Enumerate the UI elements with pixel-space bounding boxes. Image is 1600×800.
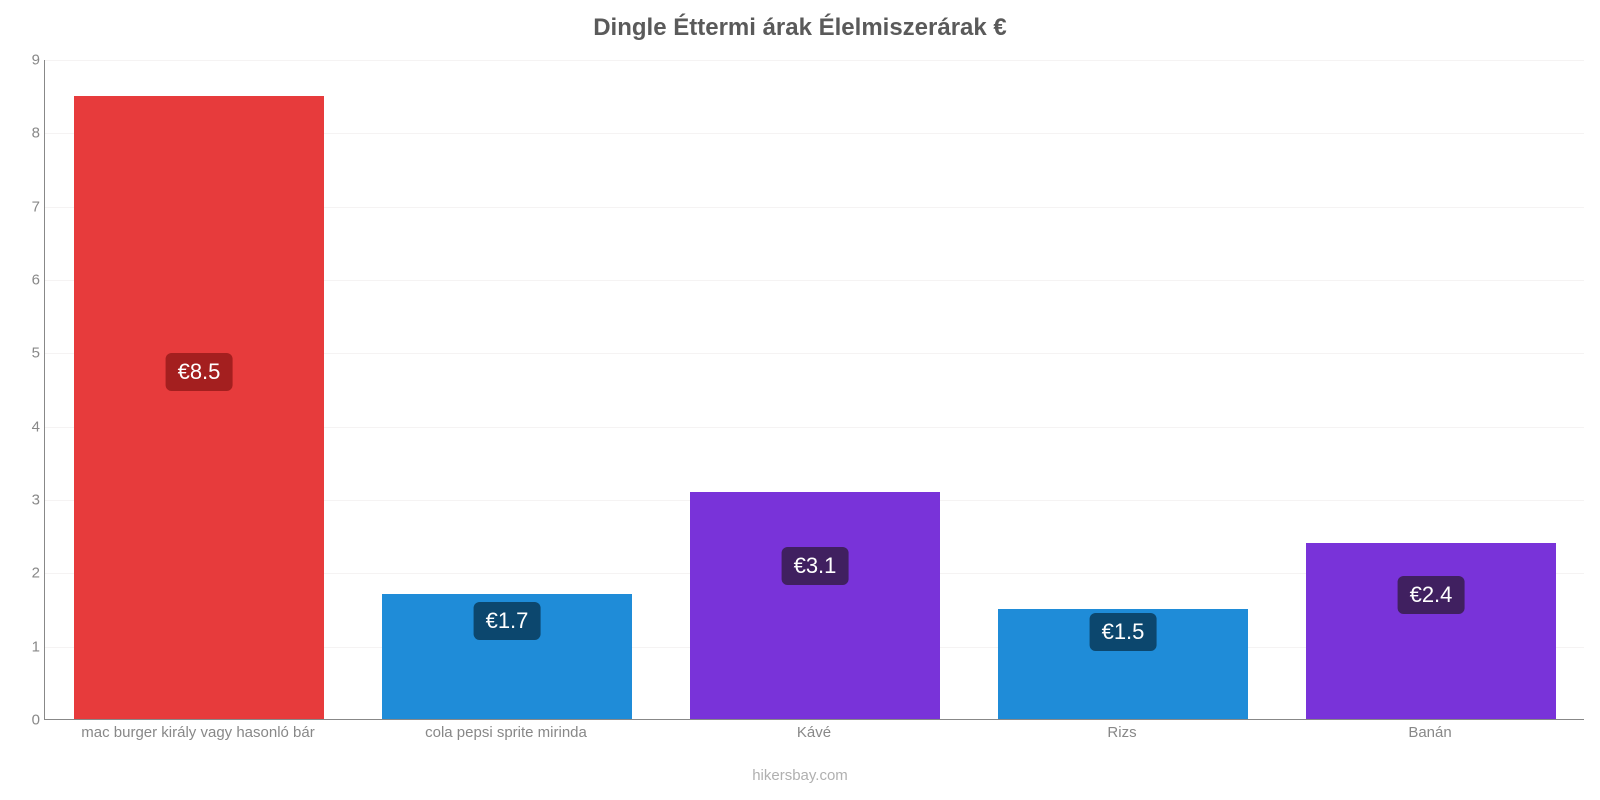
- x-tick-label: Banán: [1408, 724, 1451, 741]
- chart-title: Dingle Éttermi árak Élelmiszerárak €: [0, 14, 1600, 42]
- grid-line: [45, 60, 1584, 61]
- y-tick-label: 5: [10, 345, 40, 362]
- x-tick-label: mac burger király vagy hasonló bár: [81, 724, 314, 741]
- price-bar-chart: Dingle Éttermi árak Élelmiszerárak € €8.…: [0, 0, 1600, 800]
- x-tick-label: Kávé: [797, 724, 831, 741]
- x-tick-label: Rizs: [1107, 724, 1136, 741]
- y-tick-label: 9: [10, 52, 40, 69]
- bar: [74, 96, 324, 719]
- y-tick-label: 0: [10, 712, 40, 729]
- chart-footer: hikersbay.com: [0, 767, 1600, 784]
- x-tick-label: cola pepsi sprite mirinda: [425, 724, 587, 741]
- y-tick-label: 1: [10, 638, 40, 655]
- y-tick-label: 8: [10, 125, 40, 142]
- y-tick-label: 2: [10, 565, 40, 582]
- bar: [1306, 543, 1556, 719]
- value-badge: €1.5: [1090, 613, 1157, 651]
- plot-area: €8.5 €1.7 €3.1 €1.5 €2.4: [44, 60, 1584, 720]
- y-tick-label: 4: [10, 418, 40, 435]
- y-tick-label: 6: [10, 272, 40, 289]
- value-badge: €2.4: [1398, 576, 1465, 614]
- value-badge: €8.5: [166, 353, 233, 391]
- y-tick-label: 7: [10, 198, 40, 215]
- y-tick-label: 3: [10, 492, 40, 509]
- value-badge: €3.1: [782, 547, 849, 585]
- bar: [690, 492, 940, 719]
- value-badge: €1.7: [474, 602, 541, 640]
